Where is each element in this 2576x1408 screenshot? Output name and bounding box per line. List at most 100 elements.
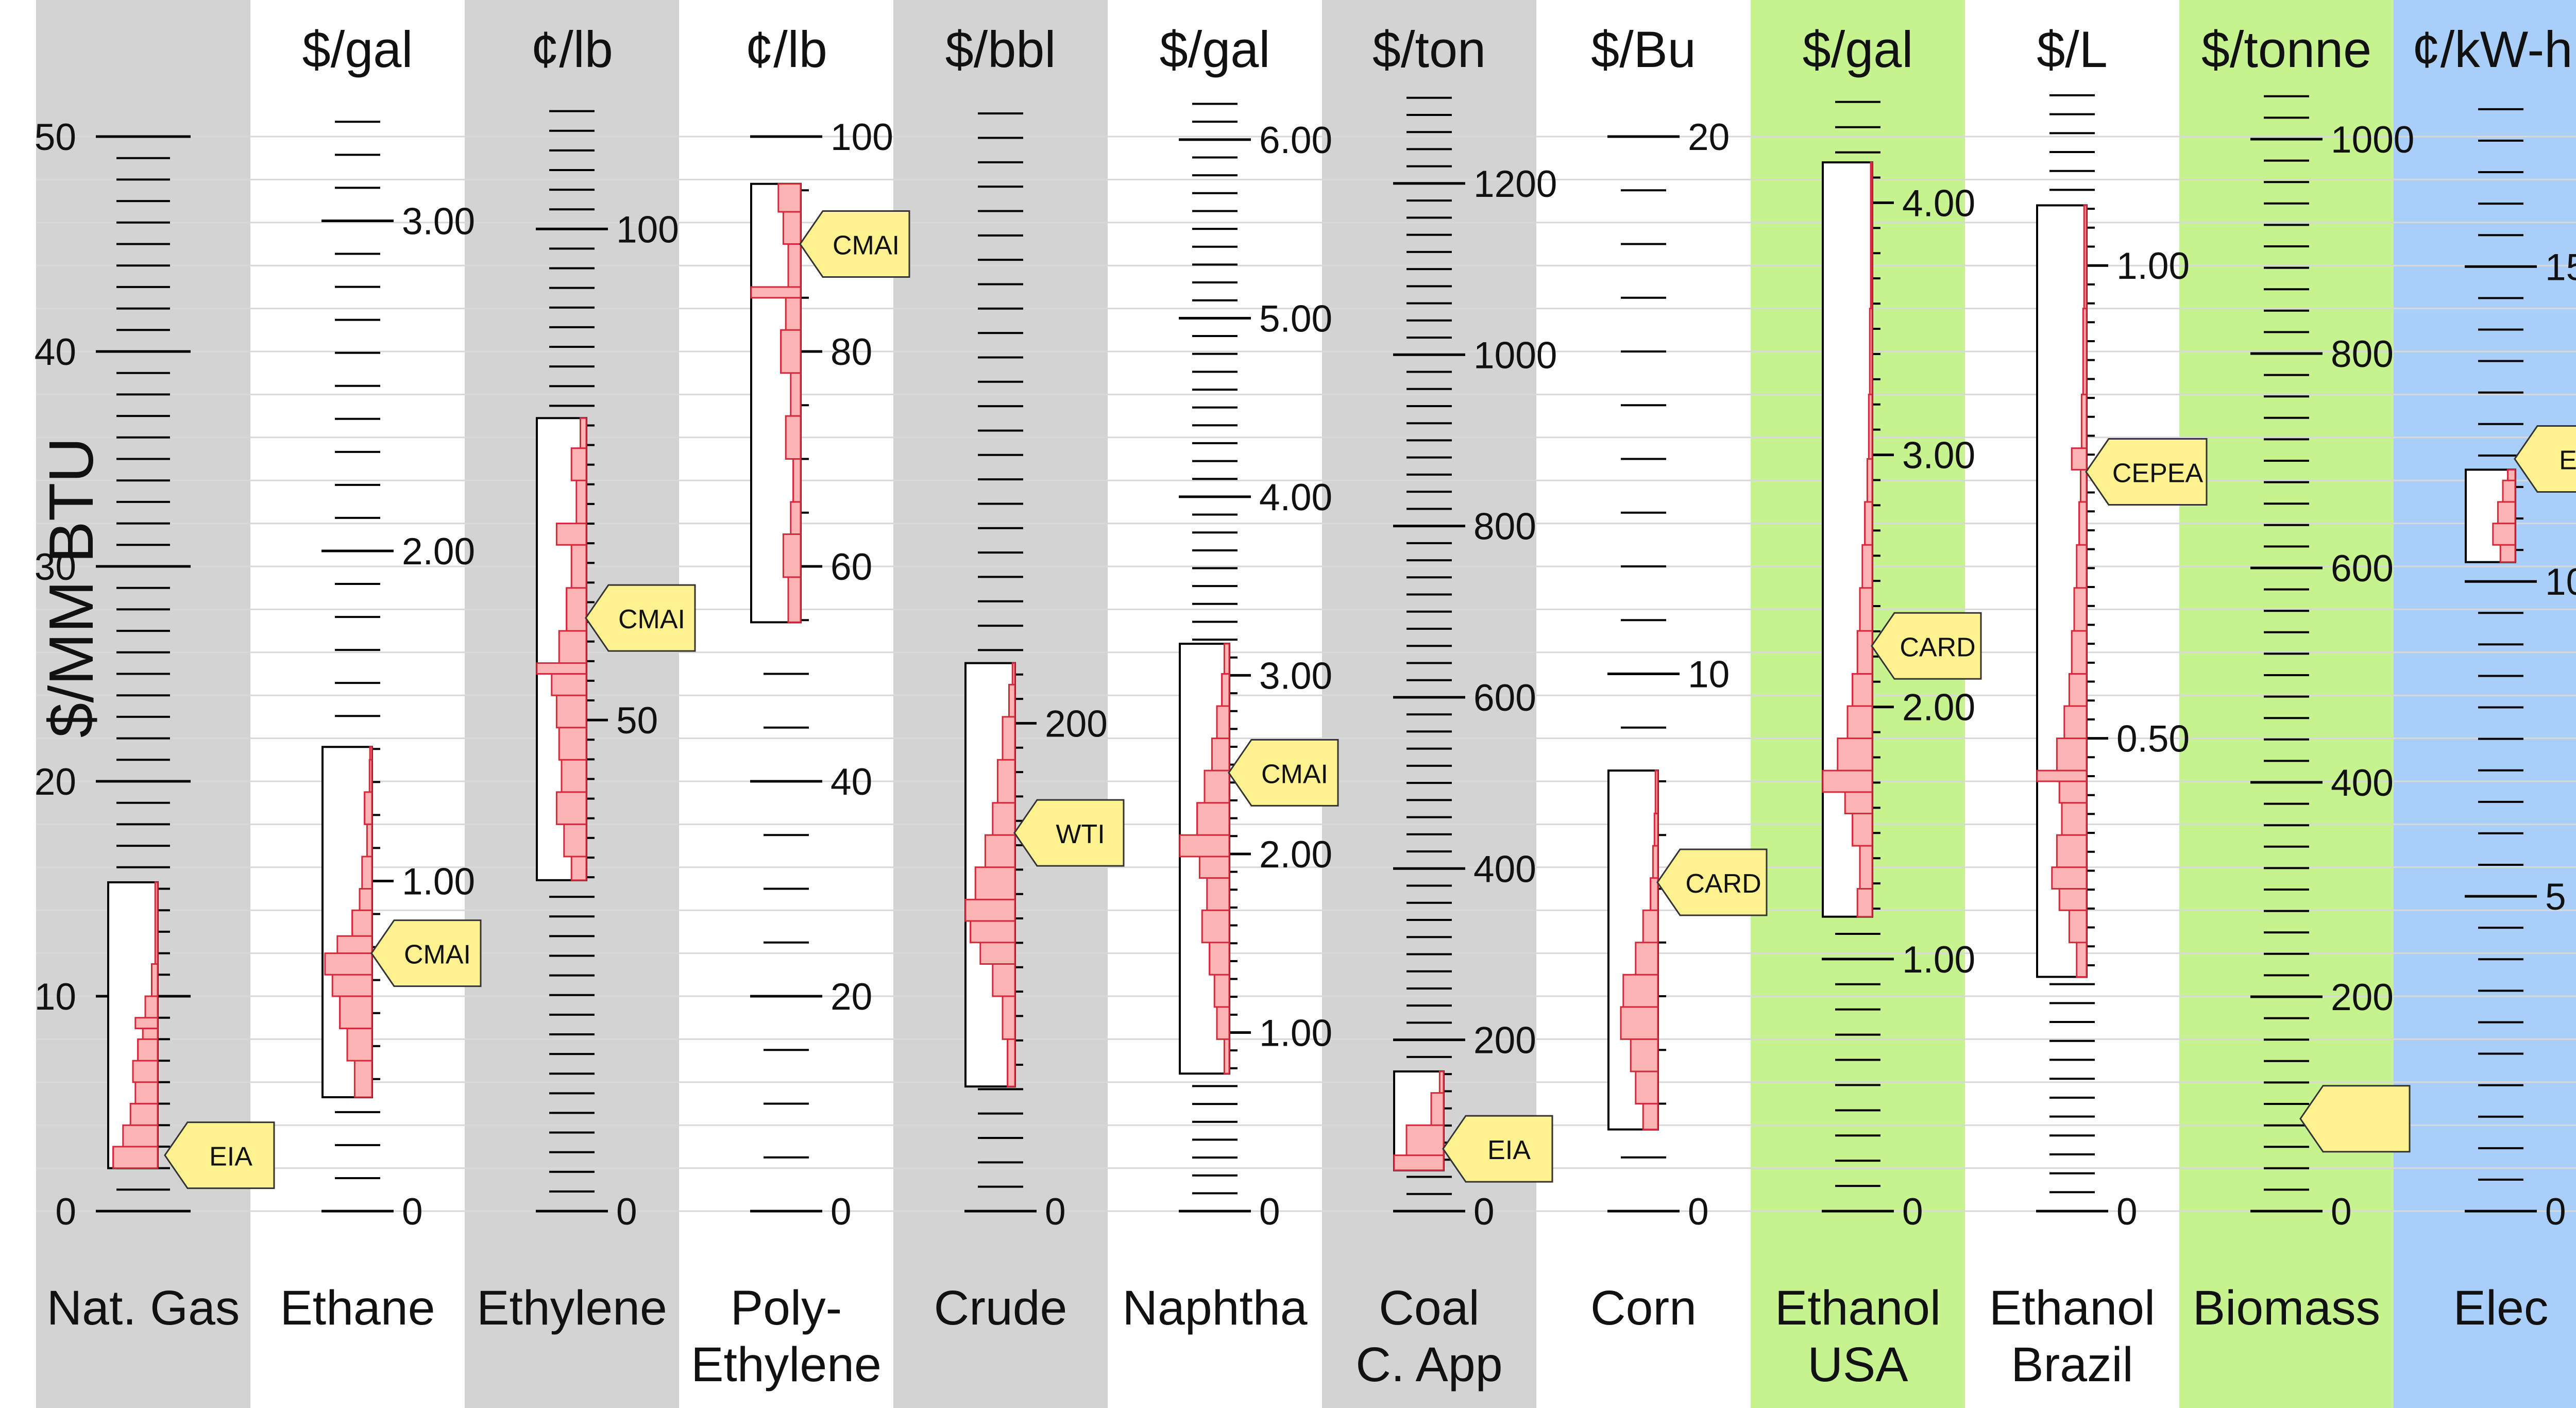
column-4: $/bbl Crude 0 200 WTI <box>934 21 1125 1335</box>
source-callout <box>1656 848 1768 916</box>
column-name: USA <box>1807 1337 1908 1392</box>
tick-label: 5.00 <box>1259 298 1332 340</box>
column-unit: ¢/kW-hr <box>2412 21 2576 78</box>
source-callout <box>1871 612 1982 680</box>
histogram <box>1179 643 1230 1075</box>
tick-label: 0 <box>2116 1191 2138 1233</box>
source-callout <box>164 1121 275 1189</box>
tick-label: 1000 <box>2331 119 2414 161</box>
tick-label: 2.00 <box>1259 834 1332 876</box>
tick-label: 80 <box>831 331 872 373</box>
tick-label: 40 <box>35 331 76 373</box>
tick-label: 100 <box>831 116 893 158</box>
y-axis-label: $/MM BTU <box>36 438 106 738</box>
tick-label: 0 <box>1688 1191 1709 1233</box>
tick-label: 20 <box>35 761 76 803</box>
column-3: ¢/lb Poly-Ethylene 0 20 40 60 80 100 CMAI <box>691 21 910 1392</box>
source-label: EIA <box>2559 446 2576 476</box>
tick-label: 4.00 <box>1259 477 1332 518</box>
tick-label: 10 <box>35 976 76 1018</box>
column-name: Poly- <box>731 1281 842 1335</box>
column-unit: ¢/lb <box>745 21 827 78</box>
column-1: $/gal Ethane 0 1.00 2.00 3.00 CMAI <box>280 21 482 1335</box>
column-bg-7 <box>1536 0 1751 1408</box>
tick-label: 60 <box>831 546 872 588</box>
column-name: Ethanol <box>1989 1281 2155 1335</box>
tick-label: 0 <box>831 1191 852 1233</box>
tick-label: 20 <box>1688 116 1730 158</box>
column-name: C. App <box>1355 1337 1502 1392</box>
tick-label: 600 <box>1473 677 1536 719</box>
source-label: CMAI <box>833 231 900 261</box>
tick-label: 200 <box>1045 703 1108 745</box>
tick-label: 800 <box>2331 333 2394 375</box>
column-unit: $/tonne <box>2201 21 2371 78</box>
histogram <box>2492 468 2516 563</box>
histogram <box>536 417 587 881</box>
tick-label: 0 <box>2545 1191 2566 1233</box>
column-name: Ethylene <box>477 1281 667 1335</box>
tick-label: 200 <box>2331 977 2394 1018</box>
histogram <box>2036 204 2088 978</box>
source-label: CMAI <box>1261 759 1328 789</box>
column-0: Nat. Gas 0 10 20 30 40 50 EIA <box>35 116 275 1335</box>
column-7: $/Bu Corn 0 10 20 CARD <box>1590 21 1768 1335</box>
source-label: CMAI <box>618 605 685 634</box>
source-callout <box>2299 1085 2411 1153</box>
source-label: CARD <box>1685 869 1761 899</box>
tick-label: 30 <box>35 546 76 588</box>
tick-label: 50 <box>616 700 658 742</box>
gridlines <box>36 136 2576 1212</box>
source-label: CARD <box>1900 632 1975 662</box>
column-name: Brazil <box>2011 1337 2133 1392</box>
column-unit: $/bbl <box>945 21 1056 78</box>
histogram <box>964 662 1016 1087</box>
column-unit: ¢/lb <box>531 21 613 78</box>
tick-label: 2.00 <box>1902 687 1975 729</box>
columns: Nat. Gas01020304050EIA$/galEthane01.002.… <box>35 21 2576 1392</box>
column-name: Coal <box>1379 1281 1479 1335</box>
column-unit: $/gal <box>1160 21 1270 78</box>
tick-label: 1.00 <box>1259 1012 1332 1054</box>
tick-label: 1.00 <box>2116 245 2190 287</box>
histogram <box>1620 769 1659 1131</box>
column-name: Nat. Gas <box>47 1281 240 1335</box>
tick-label: 1000 <box>1473 334 1557 376</box>
tick-label: 6.00 <box>1259 120 1332 161</box>
tick-label: 400 <box>1473 848 1536 890</box>
source-callout <box>370 919 482 987</box>
tick-label: 100 <box>616 209 679 250</box>
column-name: Biomass <box>2193 1281 2380 1335</box>
source-callout <box>2085 438 2208 506</box>
tick-label: 10 <box>1688 654 1730 696</box>
column-unit: $/Bu <box>1591 21 1696 78</box>
tick-label: 10 <box>2545 561 2576 603</box>
column-2: ¢/lb Ethylene 0 50 100 CMAI <box>477 21 696 1335</box>
tick-label: 1200 <box>1473 163 1557 205</box>
column-bg-10 <box>2179 0 2394 1408</box>
tick-label: 0 <box>616 1191 637 1233</box>
histogram <box>1393 1070 1445 1171</box>
column-unit: $/L <box>2037 21 2108 78</box>
tick-label: 1.00 <box>402 861 475 902</box>
tick-label: 2.00 <box>402 531 475 573</box>
tick-label: 0 <box>1902 1191 1923 1233</box>
tick-label: 1.00 <box>1902 939 1975 981</box>
tick-label: 400 <box>2331 762 2394 804</box>
tick-label: 0 <box>1259 1191 1280 1233</box>
column-name: Corn <box>1590 1281 1697 1335</box>
column-name: Elec <box>2453 1281 2549 1335</box>
y-axis: $/MM BTU <box>36 438 106 738</box>
tick-label: 0 <box>1045 1191 1066 1233</box>
histogram <box>324 746 373 1098</box>
tick-label: 800 <box>1473 506 1536 548</box>
tick-label: 0.50 <box>2116 718 2190 760</box>
tick-label: 600 <box>2331 548 2394 590</box>
source-callout <box>1442 1115 1553 1183</box>
tick-label: 200 <box>1473 1020 1536 1062</box>
tick-label: 50 <box>35 116 76 158</box>
source-label: CEPEA <box>2112 459 2204 489</box>
